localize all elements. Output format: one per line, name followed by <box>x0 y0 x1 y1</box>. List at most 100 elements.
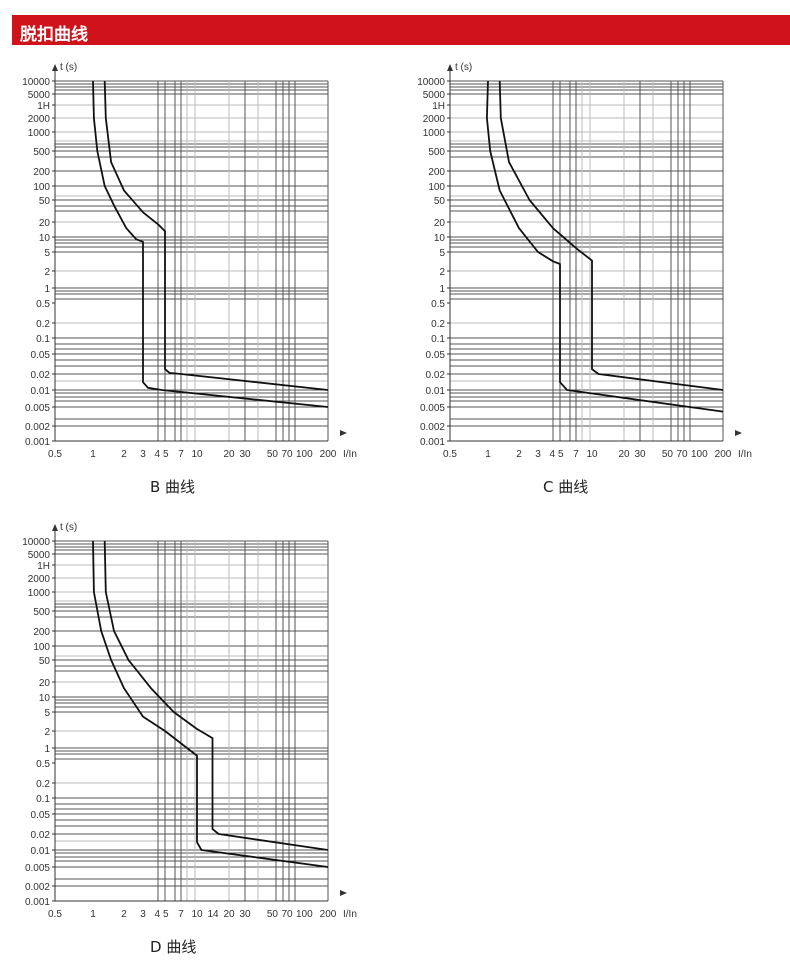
y-tick-label: 100 <box>33 642 50 653</box>
x-tick-label: 50 <box>267 449 279 460</box>
x-tick-label: 7 <box>573 449 579 460</box>
gridlines <box>55 80 329 441</box>
x-tick-label: 70 <box>281 449 293 460</box>
curve-lower <box>92 540 329 868</box>
y-tick-label: 5000 <box>28 550 51 561</box>
y-tick-label: 1 <box>44 284 50 295</box>
x-tick-label: 200 <box>320 449 337 460</box>
x-tick-label: 3 <box>140 909 146 920</box>
y-tick-label: 1 <box>439 284 445 295</box>
x-tick-label: 3 <box>535 449 541 460</box>
y-tick-label: 0.005 <box>420 403 445 414</box>
y-axis-label: t (s) <box>455 62 472 73</box>
y-axis-arrow-icon <box>52 524 58 531</box>
y-tick-label: 1000 <box>423 128 446 139</box>
y-tick-label: 5 <box>439 248 445 259</box>
curve-upper <box>103 80 329 391</box>
y-tick-label: 5000 <box>423 90 446 101</box>
y-tick-label: 500 <box>428 147 445 158</box>
x-tick-label: 30 <box>634 449 646 460</box>
y-tick-label: 50 <box>39 196 51 207</box>
x-tick-label: 10 <box>191 449 203 460</box>
x-tick-label: 70 <box>281 909 293 920</box>
y-tick-label: 500 <box>33 607 50 618</box>
x-tick-label: 0.5 <box>443 449 457 460</box>
y-tick-label: 1H <box>37 561 50 572</box>
y-tick-label: 2 <box>439 267 445 278</box>
x-tick-label: 200 <box>715 449 732 460</box>
x-tick-label: 20 <box>618 449 630 460</box>
x-axis-arrow-icon <box>340 430 347 436</box>
y-tick-label: 0.002 <box>25 422 50 433</box>
curve-upper <box>498 80 724 391</box>
y-tick-label: 2 <box>44 267 50 278</box>
y-tick-label: 20 <box>434 218 446 229</box>
x-tick-label: 5 <box>558 449 564 460</box>
x-tick-label: 50 <box>267 909 279 920</box>
x-tick-label: 30 <box>239 909 251 920</box>
y-tick-label: 0.02 <box>31 830 51 841</box>
y-tick-label: 50 <box>39 656 51 667</box>
chart-caption-c: C 曲线 <box>543 478 589 496</box>
x-axis-label: I/In <box>343 449 357 460</box>
x-tick-label: 200 <box>320 909 337 920</box>
section-header: 脱扣曲线 <box>12 15 790 45</box>
gridlines <box>450 80 724 441</box>
y-tick-label: 5 <box>44 708 50 719</box>
y-tick-label: 0.001 <box>25 437 50 448</box>
y-tick-label: 0.1 <box>36 334 50 345</box>
x-tick-label: 2 <box>516 449 522 460</box>
y-tick-label: 0.01 <box>31 846 51 857</box>
x-tick-label: 0.5 <box>48 909 62 920</box>
y-tick-label: 0.01 <box>426 386 446 397</box>
x-tick-label: 30 <box>239 449 251 460</box>
x-axis-label: I/In <box>343 909 357 920</box>
x-tick-label: 10 <box>586 449 598 460</box>
x-tick-label: 3 <box>140 449 146 460</box>
y-tick-label: 200 <box>33 167 50 178</box>
section-title: 脱扣曲线 <box>20 25 88 45</box>
x-axis-arrow-icon <box>340 890 347 896</box>
y-tick-label: 0.001 <box>420 437 445 448</box>
y-axis-arrow-icon <box>447 64 453 71</box>
x-tick-label: 70 <box>676 449 688 460</box>
y-tick-label: 2000 <box>423 114 446 125</box>
x-axis-arrow-icon <box>735 430 742 436</box>
curve-upper <box>103 540 329 851</box>
y-tick-label: 0.005 <box>25 863 50 874</box>
x-tick-label: 5 <box>163 449 169 460</box>
y-tick-label: 5000 <box>28 90 51 101</box>
y-tick-label: 0.5 <box>431 299 445 310</box>
x-tick-label: 14 <box>207 909 219 920</box>
x-tick-label: 7 <box>178 449 184 460</box>
y-tick-label: 100 <box>33 182 50 193</box>
x-tick-label: 10 <box>191 909 203 920</box>
y-tick-label: 1H <box>432 101 445 112</box>
x-axis-label: I/In <box>738 449 752 460</box>
x-tick-label: 20 <box>223 449 235 460</box>
y-tick-label: 20 <box>39 678 51 689</box>
y-tick-label: 0.01 <box>31 386 51 397</box>
trip-curve-chart-b: t (s) I/In 10000 5000 1H 2000 1000 500 200 100 50 2… <box>0 55 370 465</box>
y-tick-label: 200 <box>428 167 445 178</box>
y-tick-label: 0.5 <box>36 759 50 770</box>
x-tick-label: 2 <box>121 909 127 920</box>
y-tick-label: 10000 <box>22 77 50 88</box>
y-tick-label: 100 <box>428 182 445 193</box>
curve-lower <box>92 80 329 408</box>
y-tick-label: 200 <box>33 627 50 638</box>
y-tick-label: 1 <box>44 744 50 755</box>
y-tick-label: 2000 <box>28 574 51 585</box>
x-tick-label: 100 <box>296 449 313 460</box>
chart-caption-b: B 曲线 <box>150 478 196 496</box>
x-tick-label: 4 <box>154 909 160 920</box>
y-tick-label: 2 <box>44 727 50 738</box>
y-tick-label: 10000 <box>417 77 445 88</box>
curve-lower <box>486 80 724 413</box>
y-tick-label: 0.2 <box>36 319 50 330</box>
y-tick-label: 10 <box>434 233 446 244</box>
y-tick-label: 10000 <box>22 537 50 548</box>
x-tick-label: 100 <box>296 909 313 920</box>
